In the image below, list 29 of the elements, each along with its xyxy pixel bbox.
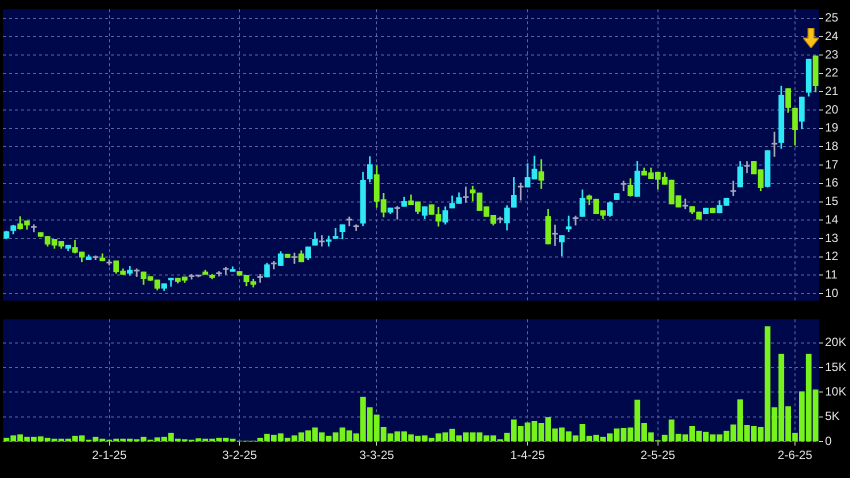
y-tick-label: 0 [825, 434, 832, 448]
x-tick-label: 2-1-25 [92, 448, 127, 462]
x-tick-label: 1-4-25 [510, 448, 546, 462]
y-tick-label: 18 [825, 139, 839, 154]
y-tick-label: 24 [825, 29, 839, 44]
y-tick-label: 20K [825, 335, 846, 350]
y-tick-label: 14 [825, 212, 839, 226]
y-tick-label: 21 [825, 84, 839, 98]
y-tick-label: 10K [825, 384, 846, 399]
x-tick-label: 3-3-25 [359, 448, 394, 462]
y-tick-label: 19 [825, 120, 839, 135]
y-tick-label: 10 [825, 286, 839, 300]
y-tick-label: 11 [825, 267, 838, 282]
x-tick-label: 2-5-25 [640, 448, 676, 462]
y-tick-label: 23 [825, 47, 839, 62]
y-tick-label: 5K [825, 409, 840, 424]
y-tick-label: 15 [825, 194, 839, 208]
x-tick-label: 3-2-25 [222, 448, 258, 462]
y-tick-label: 12 [825, 249, 839, 264]
y-tick-label: 20 [825, 102, 839, 116]
x-tick-label: 2-6-25 [778, 448, 813, 462]
y-tick-label: 22 [825, 66, 839, 80]
candlestick [284, 254, 290, 258]
y-tick-label: 17 [825, 157, 839, 172]
candlestick [614, 193, 620, 200]
y-tick-label: 13 [825, 230, 839, 245]
y-tick-label: 16 [825, 176, 839, 190]
y-tick-label: 15K [825, 360, 846, 374]
y-tick-label: 25 [825, 10, 839, 25]
